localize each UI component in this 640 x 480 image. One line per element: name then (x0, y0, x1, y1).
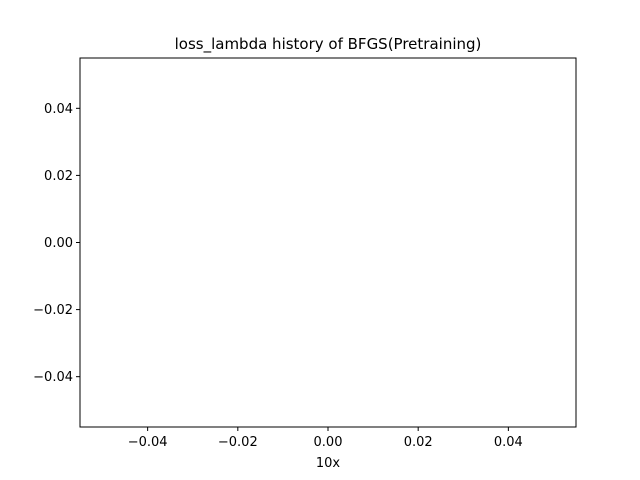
x-tick-label: −0.04 (128, 435, 168, 450)
x-axis: −0.04 −0.02 0.00 0.02 0.04 (128, 427, 523, 450)
x-tick-label: −0.02 (218, 435, 258, 450)
y-tick-label: −0.02 (33, 303, 73, 318)
y-axis: −0.04 −0.02 0.00 0.02 0.04 (33, 102, 80, 385)
x-tick-label: 0.02 (404, 435, 433, 450)
y-tick-label: 0.00 (44, 236, 73, 251)
x-axis-label: 10x (316, 456, 341, 471)
x-tick-label: 0.04 (494, 435, 523, 450)
x-tick-label: 0.00 (314, 435, 343, 450)
y-tick-label: 0.04 (44, 102, 73, 117)
y-tick-label: 0.02 (44, 169, 73, 184)
y-tick-label: −0.04 (33, 370, 73, 385)
chart-title: loss_lambda history of BFGS(Pretraining) (175, 35, 482, 54)
